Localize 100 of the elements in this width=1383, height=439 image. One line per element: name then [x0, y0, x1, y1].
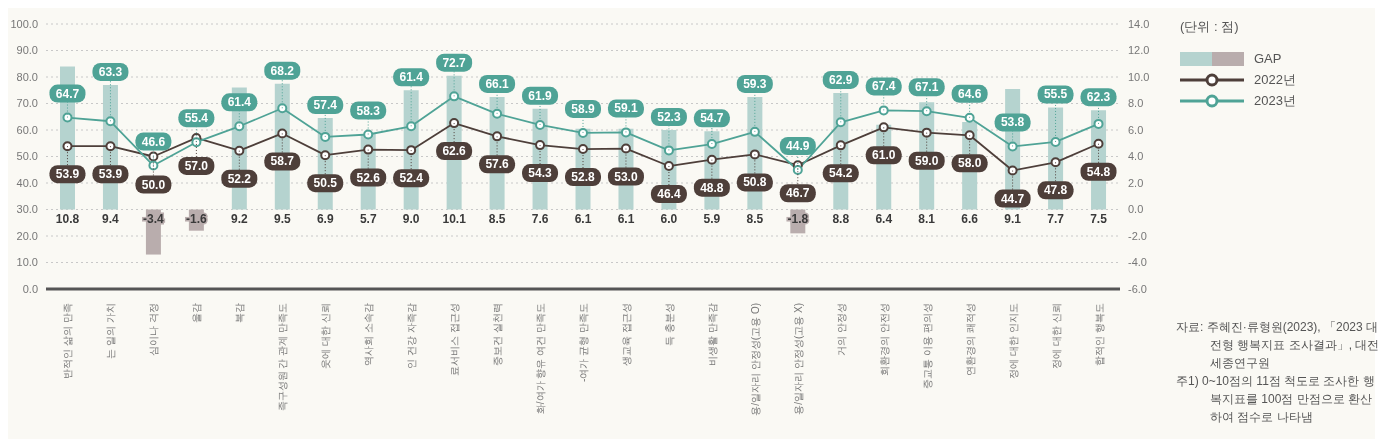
- y-tick-label: 10.0: [16, 256, 38, 269]
- x-tick-label: 울감: [191, 303, 203, 323]
- x-tick-label: 웃에 대한 신뢰: [320, 303, 332, 369]
- y-tick-label: 0.0: [22, 282, 38, 295]
- data-label: 54.2: [829, 166, 853, 181]
- legend-label: GAP: [1254, 51, 1282, 66]
- data-label: 50.8: [743, 175, 767, 190]
- data-label: 6.4: [875, 211, 893, 226]
- data-label: 8.8: [832, 211, 850, 226]
- data-label: 57.4: [313, 98, 338, 113]
- y2-tick-label: 12.0: [1128, 44, 1150, 57]
- data-label: 53.9: [98, 167, 123, 182]
- y-tick-label: 70.0: [16, 97, 38, 110]
- data-label: 5.7: [359, 211, 377, 226]
- data-label: 7.5: [1090, 211, 1108, 226]
- data-label: 61.9: [528, 88, 553, 103]
- data-label: 58.3: [356, 103, 381, 118]
- x-tick-label: 복감: [234, 303, 246, 323]
- x-tick-label: 정에 대한 신뢰: [1050, 303, 1062, 369]
- x-tick-label: 연환경의 쾌적성: [964, 303, 976, 376]
- y2-tick-label: -2.0: [1128, 229, 1147, 242]
- x-tick-label: 반적인 삶의 만족: [62, 303, 74, 379]
- data-label: 10.1: [442, 211, 467, 226]
- data-label: 72.7: [442, 55, 467, 70]
- data-label: 6.1: [574, 211, 592, 226]
- x-tick-label: -여가 균형 만족도: [578, 303, 589, 382]
- x-tick-label: 정에 대한 인지도: [1007, 303, 1019, 379]
- y2-tick-label: 14.0: [1128, 17, 1150, 30]
- data-label: 9.5: [273, 211, 291, 226]
- data-label: 67.1: [915, 80, 939, 95]
- data-label: 52.8: [571, 170, 595, 185]
- x-tick-label: 회환경의 안전성: [878, 303, 890, 376]
- data-label: 61.4: [399, 70, 424, 85]
- data-label: 9.2: [231, 211, 248, 226]
- data-label: 61.4: [227, 95, 252, 110]
- data-label: 64.6: [957, 86, 982, 101]
- data-label: 53.9: [55, 167, 80, 182]
- data-label: 52.6: [356, 170, 381, 185]
- x-tick-label: 용/일자리 안정성(고용 O): [749, 303, 761, 416]
- data-label: 8.1: [918, 211, 936, 226]
- data-label: 52.2: [227, 171, 252, 186]
- y-tick-label: 80.0: [16, 70, 38, 83]
- data-label: 61.0: [872, 148, 896, 163]
- data-label: 9.0: [402, 211, 420, 226]
- data-label: 48.8: [700, 180, 724, 195]
- x-tick-label: 거의 안정성: [835, 303, 847, 356]
- data-label: 8.5: [746, 211, 764, 226]
- data-label: 5.9: [703, 211, 721, 226]
- x-tick-label: 득 충분성: [663, 303, 675, 346]
- y-tick-label: 50.0: [16, 150, 38, 163]
- data-label: 46.6: [141, 134, 166, 149]
- x-tick-label: 심이나 걱정: [148, 303, 160, 356]
- data-label: 52.3: [657, 110, 681, 124]
- legend-label: 2023년: [1254, 91, 1296, 110]
- x-tick-label: 생교육 접근성: [620, 303, 632, 366]
- data-label: 46.4: [657, 187, 681, 202]
- data-label: 6.6: [961, 211, 979, 226]
- x-tick-label: 료서비스 접근성: [449, 303, 461, 376]
- data-label: 58.0: [957, 156, 982, 171]
- data-label: 52.4: [399, 171, 424, 186]
- x-tick-label: 중교통 이용 편의성: [921, 303, 933, 389]
- data-label: 62.9: [829, 72, 853, 87]
- x-tick-label: 용/일자리 안정성(고용 X): [792, 303, 804, 415]
- y2-tick-label: 4.0: [1128, 150, 1144, 163]
- data-label: 64.7: [55, 86, 80, 101]
- data-label: 44.7: [1000, 191, 1025, 206]
- data-label: 57.0: [184, 158, 209, 173]
- y-tick-label: 40.0: [16, 176, 38, 189]
- data-label: 53.0: [614, 169, 638, 184]
- data-label: 55.4: [184, 111, 209, 126]
- data-label: 6.0: [660, 211, 678, 226]
- x-tick-label: 역사회 소속감: [363, 303, 375, 366]
- data-label: 54.8: [1086, 164, 1111, 179]
- y2-tick-label: 0.0: [1128, 203, 1144, 216]
- data-label: 62.6: [442, 144, 467, 159]
- x-tick-label: 중보건 실천력: [492, 303, 504, 366]
- y-tick-label: 60.0: [16, 123, 38, 136]
- data-label: 6.1: [617, 211, 635, 226]
- data-label: 58.7: [270, 154, 295, 169]
- data-label: 6.9: [316, 211, 334, 226]
- x-tick-label: 인 건강 자족감: [406, 303, 418, 369]
- text: 주1) 0~10점의 11점 척도로 조사한 행복지표를 100점 만점으로 환산하여 점수로 나타냄: [1176, 373, 1376, 426]
- data-label: 46.7: [786, 186, 810, 201]
- data-label: 7.7: [1047, 211, 1065, 226]
- y2-tick-label: 2.0: [1128, 176, 1144, 189]
- data-label: 59.3: [743, 76, 767, 91]
- legend-label: 2022년: [1254, 70, 1296, 89]
- x-tick-label: 비생활 만족감: [706, 303, 718, 366]
- data-label: 55.5: [1043, 87, 1068, 102]
- y2-tick-label: 10.0: [1128, 70, 1150, 83]
- y2-tick-label: -4.0: [1128, 256, 1147, 269]
- data-label: 62.3: [1086, 90, 1111, 105]
- y-tick-label: 100.0: [10, 17, 38, 30]
- data-label: 9.1: [1004, 211, 1022, 226]
- x-tick-label: 는 일의 가치: [105, 303, 117, 359]
- x-tick-label: 합적인 행복도: [1093, 303, 1105, 366]
- data-label: 47.8: [1043, 183, 1068, 198]
- data-label: 7.6: [531, 211, 549, 226]
- data-label: 57.6: [485, 157, 510, 172]
- y-tick-label: 20.0: [16, 229, 38, 242]
